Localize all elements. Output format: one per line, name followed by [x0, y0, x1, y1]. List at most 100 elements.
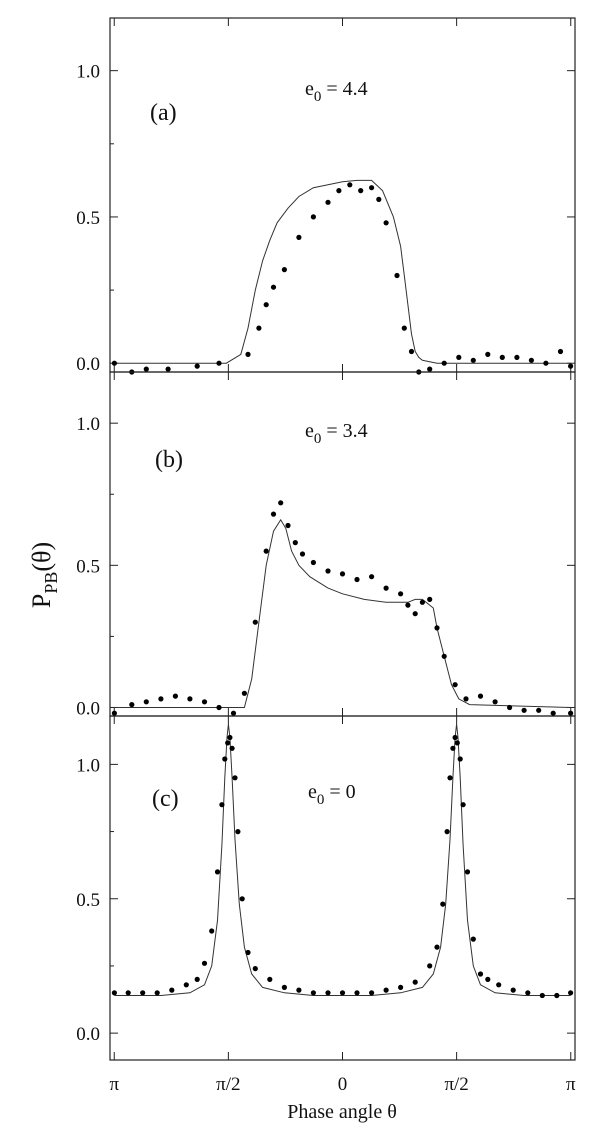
data-point — [267, 976, 273, 983]
data-point — [154, 990, 160, 996]
data-point — [460, 802, 466, 808]
param-base: e — [305, 78, 314, 100]
data-point — [434, 944, 440, 950]
x-tick-label: 0 — [338, 1074, 348, 1095]
data-point — [230, 710, 237, 716]
data-point — [568, 990, 574, 996]
data-point — [354, 990, 360, 996]
data-point — [369, 990, 375, 996]
data-point — [194, 363, 200, 369]
data-point — [485, 976, 491, 983]
param-base: e — [308, 781, 317, 803]
data-point — [252, 619, 258, 625]
data-point — [225, 740, 231, 746]
data-point — [270, 284, 277, 290]
svg-text:PPB(θ): PPB(θ) — [27, 542, 61, 608]
data-point — [339, 990, 346, 996]
data-point — [232, 775, 238, 781]
data-point — [383, 585, 389, 591]
y-tick-label: 0.5 — [76, 556, 100, 577]
data-point — [325, 990, 331, 996]
data-point — [539, 992, 545, 999]
param-base: e — [305, 420, 314, 442]
data-point — [398, 591, 404, 597]
x-tick-labels: π π/2 0 π/2 π — [109, 1074, 576, 1095]
y-axis-title-sub: PB — [41, 572, 61, 594]
data-point — [452, 734, 458, 741]
param-sub: 0 — [314, 89, 322, 105]
data-point — [325, 199, 331, 205]
data-point — [281, 984, 287, 991]
panel-2: 0.0 0.5 1.0 (c) e0 = 0 — [76, 715, 576, 1061]
data-point — [550, 710, 556, 716]
data-point — [405, 602, 411, 608]
data-point — [514, 354, 520, 360]
data-point — [499, 354, 505, 360]
y-tick-label: 1.0 — [76, 62, 100, 83]
data-point — [165, 366, 171, 372]
data-point — [263, 548, 269, 554]
data-point — [172, 693, 178, 699]
data-point — [477, 971, 484, 977]
fit-line — [114, 518, 571, 708]
data-point — [129, 702, 135, 708]
data-point — [419, 599, 425, 605]
data-point — [369, 185, 375, 191]
data-point — [383, 987, 389, 993]
panels: 0.00.51.0(a)e0 = 4.40.00.51.0(b)e0 = 3.4… — [76, 17, 576, 1095]
param-rest: = 0 — [324, 781, 355, 803]
x-tick-label: π/2 — [216, 1074, 240, 1095]
data-point — [485, 351, 491, 357]
data-point — [369, 574, 375, 580]
data-point — [125, 990, 131, 996]
data-point — [354, 576, 360, 583]
data-point — [256, 325, 262, 331]
data-series — [111, 734, 574, 999]
data-point — [464, 869, 471, 875]
data-point — [214, 869, 221, 875]
param-sub: 0 — [317, 792, 325, 808]
data-point — [496, 982, 502, 988]
data-point — [252, 966, 258, 972]
data-point — [452, 682, 458, 688]
data-point — [463, 696, 469, 702]
data-point — [477, 693, 484, 699]
data-series — [111, 182, 574, 375]
data-point — [521, 707, 527, 713]
panel-0: 0.0 0.5 1.0 (a) e0 = 4.4 — [76, 17, 576, 375]
data-point — [568, 710, 574, 716]
panel-1: 0.0 0.5 1.0 (b) e0 = 3.4 — [76, 371, 576, 719]
data-point — [310, 559, 316, 566]
data-point — [510, 987, 516, 993]
param-label: e0 = 0 — [308, 781, 356, 808]
y-tick-label: 0.5 — [76, 890, 100, 911]
data-point — [187, 696, 193, 702]
data-point — [310, 990, 316, 996]
data-point — [296, 234, 302, 240]
data-point — [310, 214, 316, 220]
data-point — [454, 740, 460, 746]
data-point — [229, 745, 235, 751]
data-point — [216, 704, 222, 711]
panel-frame — [109, 715, 576, 1061]
data-point — [216, 360, 222, 366]
data-point — [440, 901, 446, 907]
data-point — [470, 357, 476, 363]
data-point — [441, 360, 447, 366]
data-point — [528, 357, 535, 363]
data-point — [408, 348, 415, 355]
data-point — [183, 982, 189, 988]
data-point — [394, 272, 400, 279]
data-point — [111, 710, 117, 716]
data-series — [111, 500, 574, 716]
data-point — [270, 511, 277, 517]
data-point — [427, 963, 433, 969]
data-point — [543, 360, 549, 366]
param-label: e0 = 4.4 — [305, 78, 368, 105]
panel-frame — [109, 17, 576, 373]
y-axis-title-main: P — [27, 594, 56, 608]
data-point — [427, 596, 433, 603]
data-point — [194, 976, 200, 983]
data-point — [383, 220, 389, 226]
